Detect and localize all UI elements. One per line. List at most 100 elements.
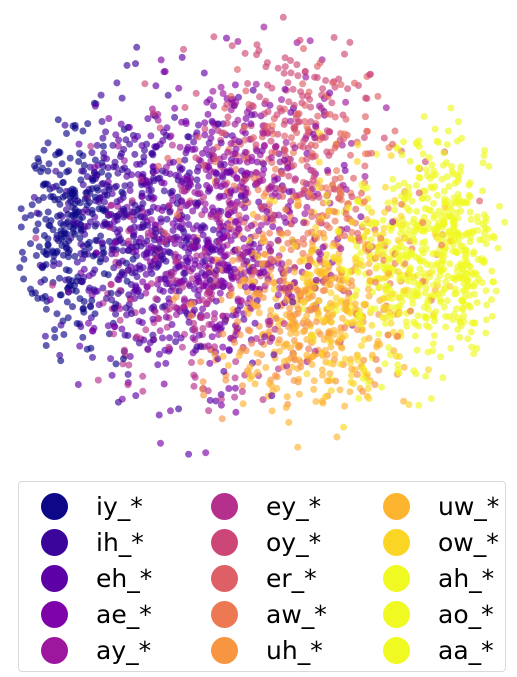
scatter-point-uw <box>235 352 243 360</box>
scatter-point-iy <box>99 206 107 214</box>
scatter-point-uh <box>309 292 317 300</box>
scatter-point-iy <box>84 120 92 128</box>
scatter-point-aw <box>305 345 313 353</box>
scatter-point-ae <box>274 175 282 183</box>
scatter-point-iy <box>89 252 97 260</box>
scatter-point-ey <box>191 373 199 381</box>
scatter-point-iy <box>83 240 91 248</box>
scatter-point-iy <box>42 342 50 349</box>
scatter-point-ey <box>169 269 177 277</box>
scatter-point-ey <box>139 387 147 395</box>
scatter-point-uh <box>259 294 267 302</box>
scatter-point-eh <box>191 306 198 314</box>
scatter-point-ah <box>423 300 431 308</box>
scatter-point-ow <box>348 218 356 226</box>
scatter-point-ih <box>139 200 147 207</box>
scatter-point-ah <box>334 227 342 235</box>
scatter-point-aa <box>476 236 484 244</box>
scatter-point-er <box>374 92 382 100</box>
scatter-point-ao <box>444 127 452 135</box>
scatter-point-ow <box>368 321 376 329</box>
scatter-point-oy <box>307 103 315 111</box>
scatter-point-eh <box>149 163 157 171</box>
scatter-point-aa <box>462 198 470 206</box>
scatter-point-ih <box>102 255 110 263</box>
scatter-point-aa <box>452 249 460 256</box>
scatter-point-uw <box>294 198 302 206</box>
scatter-point-ao <box>469 250 477 258</box>
scatter-point-aa <box>466 262 474 270</box>
scatter-point-oy <box>380 134 388 142</box>
scatter-point-ih <box>148 149 156 157</box>
scatter-point-ih <box>193 343 201 351</box>
scatter-point-ow <box>354 141 362 149</box>
scatter-point-ae <box>199 305 207 313</box>
scatter-point-ey <box>87 142 95 150</box>
scatter-point-aw <box>304 229 312 237</box>
scatter-point-ow <box>360 367 368 375</box>
scatter-point-oy <box>290 101 298 109</box>
scatter-point-eh <box>166 170 174 178</box>
scatter-point-aa <box>441 231 449 239</box>
scatter-point-eh <box>131 135 139 143</box>
scatter-point-iy <box>63 130 70 137</box>
scatter-point-ih <box>118 94 126 102</box>
scatter-point-ah <box>375 247 383 255</box>
scatter-point-ae <box>341 167 349 174</box>
scatter-point-eh <box>138 319 146 327</box>
scatter-point-aw <box>348 228 356 236</box>
scatter-point-aw <box>337 191 345 199</box>
legend-marker-ao <box>383 600 410 628</box>
scatter-point-ow <box>380 224 388 232</box>
scatter-point-ih <box>110 304 118 312</box>
scatter-point-ay <box>238 178 246 186</box>
scatter-point-iy <box>44 208 52 216</box>
scatter-point-ay <box>271 189 279 197</box>
scatter-point-eh <box>195 331 203 339</box>
scatter-point-ih <box>49 262 57 269</box>
scatter-point-ae <box>201 131 209 139</box>
scatter-point-ae <box>357 213 365 221</box>
scatter-point-aw <box>394 332 402 340</box>
scatter-point-er <box>361 113 369 121</box>
scatter-point-uh <box>306 320 314 328</box>
scatter-point-eh <box>243 257 251 265</box>
scatter-point-iy <box>28 201 36 209</box>
scatter-point-ih <box>149 168 157 175</box>
scatter-point-uh <box>266 312 274 320</box>
scatter-point-ey <box>161 238 169 246</box>
scatter-point-ih <box>99 239 106 247</box>
scatter-point-ih <box>135 339 143 347</box>
scatter-point-ae <box>203 181 211 189</box>
scatter-point-ow <box>303 279 311 287</box>
scatter-point-uw <box>279 245 287 253</box>
scatter-point-iy <box>72 287 80 295</box>
scatter-point-ow <box>392 352 400 360</box>
scatter-point-ah <box>397 293 405 301</box>
scatter-point-iy <box>51 333 59 341</box>
scatter-point-er <box>391 127 399 135</box>
scatter-point-ao <box>480 152 488 160</box>
scatter-point-ow <box>332 301 340 309</box>
scatter-point-eh <box>240 315 248 323</box>
scatter-point-er <box>337 81 345 89</box>
legend-label-ah: ah_* <box>438 563 495 593</box>
scatter-point-ow <box>394 268 402 276</box>
scatter-point-ih <box>109 141 117 149</box>
scatter-point-ae <box>161 68 169 75</box>
scatter-point-aa <box>459 306 467 313</box>
scatter-point-ey <box>253 335 260 342</box>
scatter-point-iy <box>44 167 52 175</box>
scatter-point-ao <box>474 218 482 226</box>
scatter-point-iy <box>64 314 72 322</box>
scatter-point-ey <box>165 343 173 351</box>
scatter-point-ih <box>65 288 72 296</box>
scatter-point-iy <box>87 303 95 311</box>
scatter-point-uw <box>294 443 302 451</box>
scatter-point-ao <box>443 159 450 166</box>
scatter-point-ae <box>304 262 312 270</box>
scatter-point-ae <box>216 289 224 297</box>
scatter-point-ae <box>111 323 119 331</box>
scatter-point-iy <box>59 179 67 187</box>
scatter-point-ae <box>312 276 320 284</box>
